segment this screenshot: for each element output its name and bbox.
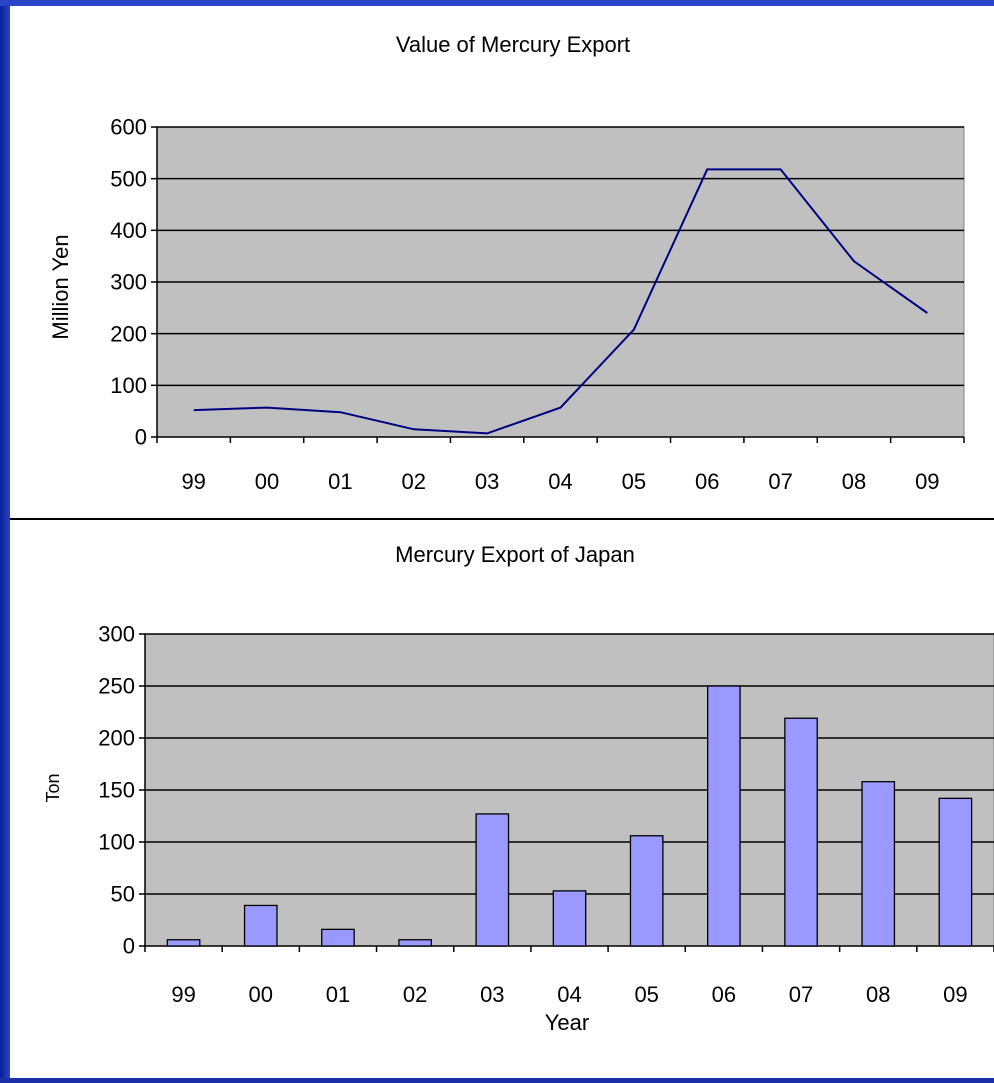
y-axis-label: Ton bbox=[43, 773, 63, 802]
x-tick-label: 04 bbox=[557, 982, 581, 1007]
y-tick-label: 250 bbox=[98, 674, 135, 699]
y-tick-label: 300 bbox=[110, 270, 147, 295]
bar bbox=[784, 717, 818, 947]
slide-frame-left bbox=[0, 0, 10, 1078]
bar bbox=[629, 835, 664, 947]
value-line-chart: Value of Mercury Export 0100200300400500… bbox=[48, 32, 965, 494]
x-tick-label: 07 bbox=[768, 469, 792, 494]
series-line bbox=[193, 168, 928, 435]
y-tick-label: 100 bbox=[110, 373, 147, 398]
y-tick-label: 50 bbox=[111, 882, 135, 907]
bar bbox=[166, 939, 201, 947]
chart-title: Mercury Export of Japan bbox=[395, 542, 635, 567]
x-tick-label: 07 bbox=[789, 982, 813, 1007]
bar bbox=[398, 939, 432, 947]
tonnage-bar-chart: Mercury Export of Japan 0501001502002503… bbox=[43, 542, 994, 1035]
y-tick-label: 200 bbox=[110, 321, 147, 346]
x-tick-label: 00 bbox=[255, 469, 279, 494]
x-tick-label: 09 bbox=[943, 982, 967, 1007]
y-tick-label: 200 bbox=[98, 726, 135, 751]
x-tick-label: 02 bbox=[402, 469, 426, 494]
x-tick-label: 02 bbox=[403, 982, 427, 1007]
y-tick-label: 0 bbox=[123, 934, 135, 959]
x-tick-label: 99 bbox=[181, 469, 205, 494]
y-tick-label: 0 bbox=[135, 425, 147, 450]
chart-divider bbox=[10, 518, 994, 520]
y-tick-label: 600 bbox=[110, 115, 147, 140]
x-tick-label: 08 bbox=[842, 469, 866, 494]
x-tick-label: 06 bbox=[695, 469, 719, 494]
bar bbox=[321, 928, 355, 947]
y-tick-label: 150 bbox=[98, 778, 135, 803]
tonnage-chart-panel: Mercury Export of Japan 0 50 100 150 200 250 3… bbox=[10, 520, 994, 1078]
y-tick-label: 300 bbox=[98, 622, 135, 647]
x-axis-label: Year bbox=[545, 1010, 589, 1035]
bar bbox=[243, 904, 278, 947]
x-tick-label: 06 bbox=[712, 982, 736, 1007]
y-axis-label: Million Yen bbox=[48, 234, 73, 339]
bar bbox=[552, 890, 587, 947]
bar bbox=[707, 685, 741, 947]
y-tick-label: 500 bbox=[110, 166, 147, 191]
x-tick-label: 01 bbox=[328, 469, 352, 494]
x-tick-label: 00 bbox=[249, 982, 273, 1007]
x-tick-label: 09 bbox=[915, 469, 939, 494]
x-tick-label: 08 bbox=[866, 982, 890, 1007]
y-tick-label: 100 bbox=[98, 830, 135, 855]
x-tick-label: 05 bbox=[634, 982, 658, 1007]
y-tick-label: 400 bbox=[110, 218, 147, 243]
x-tick-label: 04 bbox=[548, 469, 572, 494]
bar bbox=[861, 781, 896, 947]
x-tick-label: 99 bbox=[171, 982, 195, 1007]
value-chart-panel: Value of Mercury Export 0 100 200 300 400 500… bbox=[10, 6, 994, 518]
x-tick-label: 03 bbox=[480, 982, 504, 1007]
slide-frame-top bbox=[0, 0, 994, 6]
x-tick-label: 01 bbox=[326, 982, 350, 1007]
x-tick-label: 05 bbox=[622, 469, 646, 494]
chart-title: Value of Mercury Export bbox=[396, 32, 630, 57]
bar bbox=[938, 797, 973, 947]
bar bbox=[475, 813, 510, 947]
x-tick-label: 03 bbox=[475, 469, 499, 494]
